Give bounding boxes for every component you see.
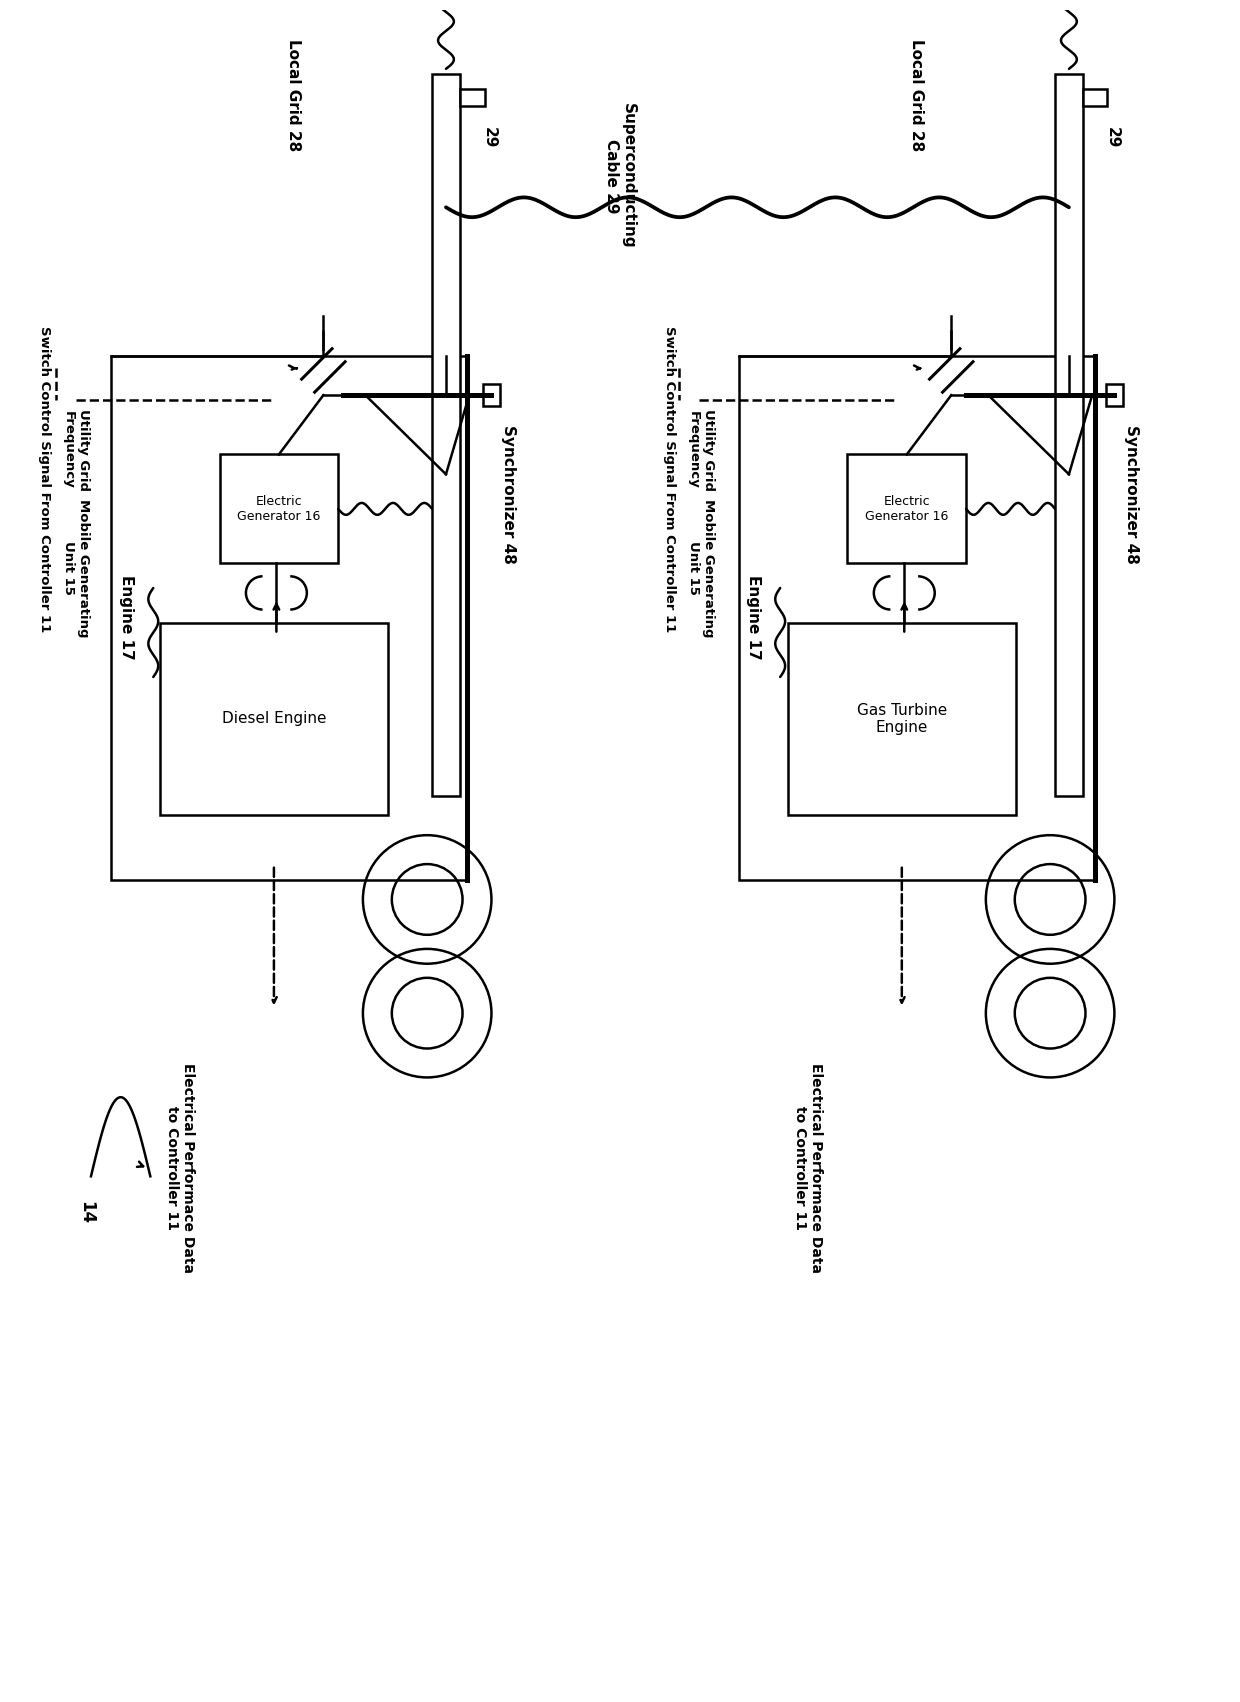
Bar xyxy=(789,623,1016,815)
Text: Superconducting
Cable 29: Superconducting Cable 29 xyxy=(604,104,636,248)
Text: Utility Grid
Frequency: Utility Grid Frequency xyxy=(62,408,91,490)
Text: 29: 29 xyxy=(1105,128,1120,148)
Text: Utility Grid
Frequency: Utility Grid Frequency xyxy=(687,408,715,490)
Bar xyxy=(847,454,966,563)
Bar xyxy=(1055,73,1083,795)
Text: Mobile Generating
Unit 15: Mobile Generating Unit 15 xyxy=(62,499,91,638)
Bar xyxy=(1106,385,1123,407)
Bar xyxy=(739,356,1095,880)
Text: Switch Control Signal From Controller 11: Switch Control Signal From Controller 11 xyxy=(663,327,676,633)
Text: Diesel Engine: Diesel Engine xyxy=(222,711,326,727)
Bar xyxy=(219,454,339,563)
Text: Switch Control Signal From Controller 11: Switch Control Signal From Controller 11 xyxy=(38,327,51,633)
Text: Synchronizer 48: Synchronizer 48 xyxy=(501,424,516,563)
Text: Engine 17: Engine 17 xyxy=(745,575,760,660)
Text: Engine 17: Engine 17 xyxy=(119,575,134,660)
Bar xyxy=(482,385,501,407)
Bar xyxy=(432,73,460,795)
Bar xyxy=(160,623,388,815)
Text: 29: 29 xyxy=(481,128,496,148)
Text: Gas Turbine
Engine: Gas Turbine Engine xyxy=(857,703,947,735)
Text: Electric
Generator 16: Electric Generator 16 xyxy=(866,495,949,523)
Bar xyxy=(110,356,466,880)
Text: Electrical Performace Data
to Controller 11: Electrical Performace Data to Controller… xyxy=(792,1062,823,1273)
Bar xyxy=(1083,89,1107,107)
Text: Local Grid 28: Local Grid 28 xyxy=(909,39,924,151)
Text: Electrical Performace Data
to Controller 11: Electrical Performace Data to Controller… xyxy=(165,1062,195,1273)
Text: Synchronizer 48: Synchronizer 48 xyxy=(1125,424,1140,563)
Bar xyxy=(460,89,485,107)
Text: 14: 14 xyxy=(77,1202,95,1224)
Text: Mobile Generating
Unit 15: Mobile Generating Unit 15 xyxy=(687,499,715,638)
Text: Electric
Generator 16: Electric Generator 16 xyxy=(237,495,321,523)
Text: Local Grid 28: Local Grid 28 xyxy=(286,39,301,151)
